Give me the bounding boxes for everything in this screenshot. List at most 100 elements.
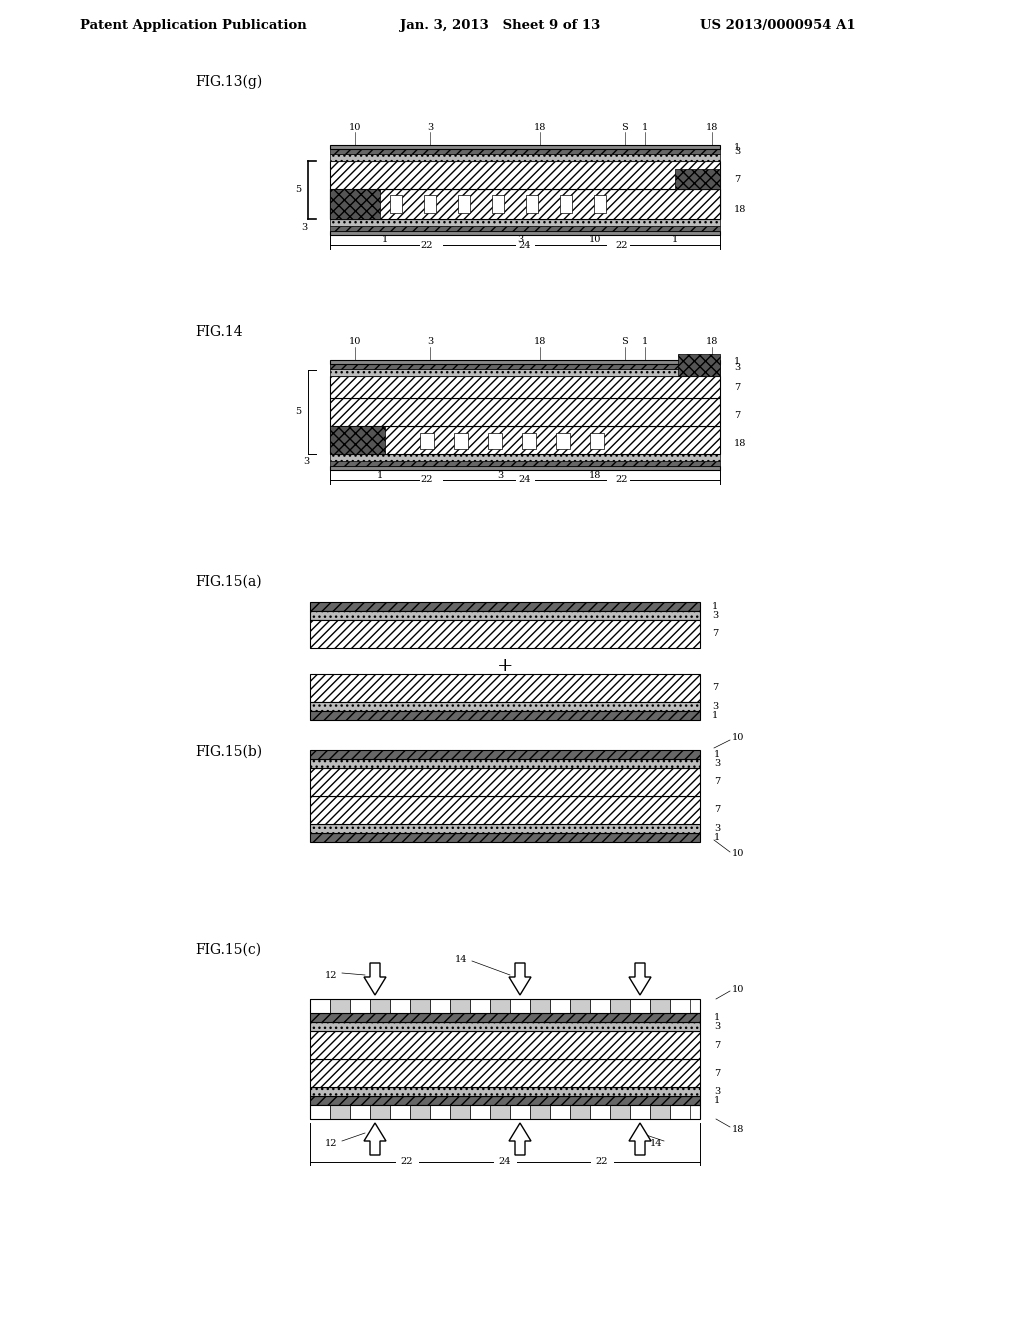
Bar (330, 466, 720, 470)
Bar (310, 620, 700, 648)
Text: 18: 18 (734, 440, 746, 449)
Bar (310, 1105, 700, 1119)
Bar (550, 1105, 570, 1119)
Bar (556, 433, 570, 449)
Bar (310, 1031, 700, 1059)
Bar (310, 711, 700, 719)
Bar (330, 999, 350, 1012)
Text: 3: 3 (303, 458, 309, 466)
Bar (310, 1059, 700, 1086)
Bar (310, 824, 700, 833)
Bar (350, 999, 370, 1012)
Bar (490, 999, 510, 1012)
Bar (310, 796, 700, 824)
Bar (310, 1105, 330, 1119)
Bar (310, 999, 700, 1012)
Text: S: S (622, 338, 629, 346)
Text: FIG.14: FIG.14 (195, 325, 243, 339)
Text: 10: 10 (732, 734, 744, 742)
Polygon shape (629, 1123, 651, 1155)
Text: 3: 3 (427, 338, 433, 346)
Bar (390, 195, 402, 213)
Text: 3: 3 (714, 824, 720, 833)
Text: 3: 3 (712, 702, 718, 711)
Text: 18: 18 (706, 338, 718, 346)
Text: +: + (497, 657, 513, 675)
Bar (330, 370, 720, 376)
Text: 1: 1 (382, 235, 388, 244)
Bar (330, 189, 380, 219)
Text: 7: 7 (714, 805, 720, 814)
Bar (330, 226, 720, 231)
Text: Jan. 3, 2013   Sheet 9 of 13: Jan. 3, 2013 Sheet 9 of 13 (400, 18, 600, 32)
Bar (530, 999, 550, 1012)
Bar (630, 999, 650, 1012)
Text: 18: 18 (734, 205, 746, 214)
Text: 7: 7 (734, 384, 740, 392)
Bar (310, 750, 700, 759)
Bar (675, 169, 720, 189)
Bar (330, 1105, 350, 1119)
Bar (330, 145, 720, 149)
Bar (310, 702, 700, 711)
Bar (330, 149, 720, 154)
Text: 12: 12 (325, 970, 338, 979)
Text: 18: 18 (534, 123, 546, 132)
Text: 5: 5 (295, 186, 301, 194)
Bar (390, 1105, 410, 1119)
Bar (610, 1105, 630, 1119)
Bar (650, 1105, 670, 1119)
Polygon shape (364, 964, 386, 995)
Bar (330, 231, 720, 235)
Bar (330, 189, 720, 219)
Text: 1: 1 (714, 750, 720, 759)
Bar (470, 999, 490, 1012)
Bar (310, 1022, 700, 1031)
Bar (424, 195, 436, 213)
Bar (310, 602, 700, 611)
Bar (310, 1096, 700, 1105)
Text: 7: 7 (714, 1068, 720, 1077)
Bar (310, 833, 700, 842)
Bar (370, 999, 390, 1012)
Bar (330, 461, 720, 466)
Bar (454, 433, 468, 449)
Bar (678, 354, 720, 376)
Bar (330, 426, 385, 454)
Text: FIG.15(b): FIG.15(b) (195, 744, 262, 759)
Text: 14: 14 (455, 954, 468, 964)
Text: 3: 3 (734, 148, 740, 157)
Text: 12: 12 (325, 1138, 338, 1147)
Bar (310, 675, 700, 702)
Text: 18: 18 (589, 470, 601, 479)
Text: 7: 7 (714, 777, 720, 787)
Text: 22: 22 (596, 1158, 608, 1167)
Text: 18: 18 (706, 123, 718, 132)
Bar (330, 154, 720, 161)
Bar (330, 376, 720, 399)
Bar (510, 1105, 530, 1119)
Text: 10: 10 (349, 338, 361, 346)
Bar (410, 1105, 430, 1119)
Text: 22: 22 (421, 240, 433, 249)
Bar (330, 399, 720, 426)
Text: Patent Application Publication: Patent Application Publication (80, 18, 307, 32)
Bar (670, 1105, 690, 1119)
Bar (470, 1105, 490, 1119)
Text: 1: 1 (734, 143, 740, 152)
Text: 24: 24 (519, 240, 531, 249)
Text: 1: 1 (712, 602, 718, 611)
Bar (570, 999, 590, 1012)
Bar (570, 1105, 590, 1119)
Bar (370, 1105, 390, 1119)
Text: 3: 3 (714, 759, 720, 768)
Bar (420, 433, 434, 449)
Bar (560, 195, 572, 213)
Polygon shape (509, 964, 531, 995)
Bar (522, 433, 536, 449)
Text: 22: 22 (615, 475, 629, 484)
Bar (410, 999, 430, 1012)
Text: 1: 1 (734, 358, 740, 367)
Text: 5: 5 (295, 408, 301, 417)
Bar (330, 364, 720, 370)
